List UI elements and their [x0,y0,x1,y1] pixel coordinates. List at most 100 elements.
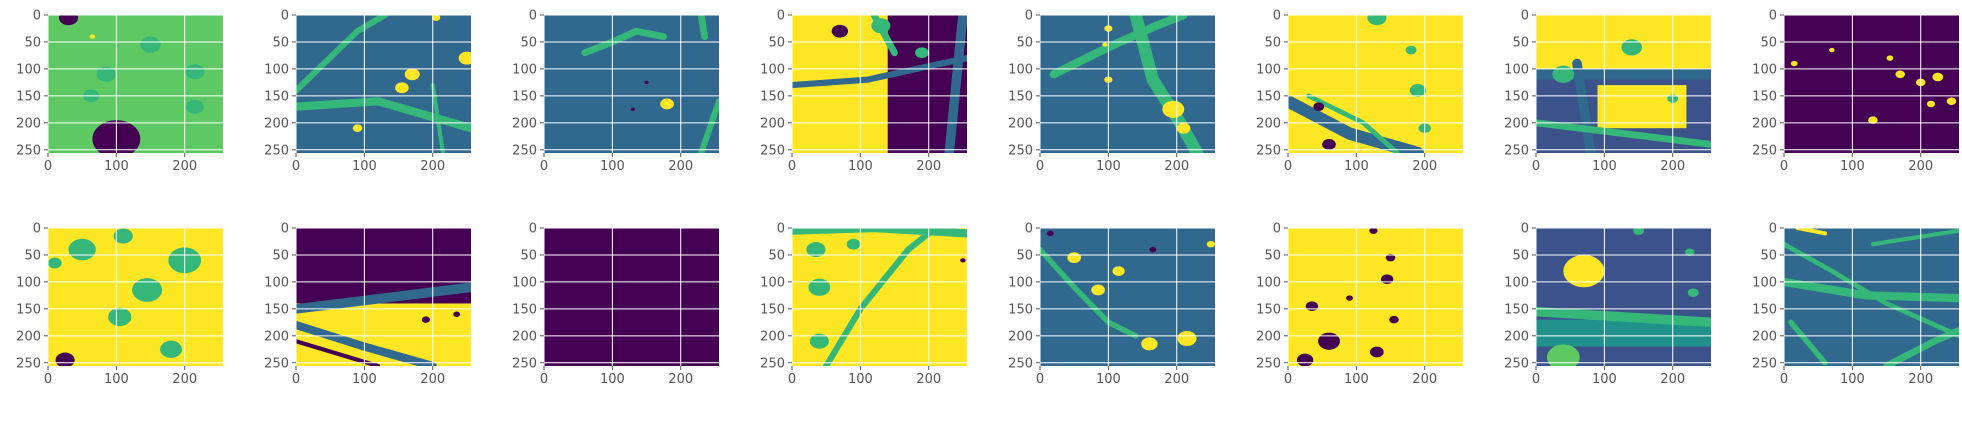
panel-3-background [544,15,719,153]
panel-8-ytick-label: 250 [1752,143,1777,158]
panel-5-ytick-label: 250 [1008,143,1033,158]
panel-3-xtick-label: 200 [668,159,693,174]
panel-5-ytick-label: 100 [1008,62,1033,77]
panel-14-region-7 [1385,253,1396,262]
panel-6-ytick-label: 200 [1256,116,1281,131]
panel-10-ytick-label: 250 [264,356,289,371]
panel-8-region-3 [1932,72,1944,82]
panel-15-xtick-label: 0 [1532,372,1540,387]
panel-16-xtick-label: 100 [1840,372,1865,387]
panel-5-ytick-label: 200 [1008,116,1033,131]
panel-14-region-3 [1305,301,1319,312]
panel-11-xtick-label: 0 [540,372,548,387]
panel-3-image [544,15,719,153]
panel-13-region-9 [1046,230,1054,237]
panel-11-ytick-label: 200 [512,329,537,344]
panel-8-region-1 [1895,70,1905,79]
panel-4-xtick-label: 200 [916,159,941,174]
panel-15-xtick-label: 200 [1660,372,1685,387]
panel-2-image [296,15,471,153]
panel-16-ytick-label: 100 [1752,275,1777,290]
panel-14-ytick-label: 100 [1256,275,1281,290]
panel-10-xtick-label: 0 [292,372,300,387]
panel-3-region-3 [698,98,719,153]
panel-13-region-6 [1141,337,1158,351]
panel-7-xtick-label: 100 [1592,159,1617,174]
panel-4: 0 100 200 0 50 100 150 200 250 [760,9,967,174]
panel-15-ytick-label: 100 [1504,275,1529,290]
panel-5-xtick-label: 0 [1036,159,1044,174]
panel-7-xtick-label: 0 [1532,159,1540,174]
panel-4-region-2 [792,55,967,89]
panel-16-ytick-label: 250 [1752,356,1777,371]
panel-1-region-1 [140,36,161,53]
panel-2: 0 100 200 0 50 100 150 200 250 [264,9,471,174]
panel-16-ytick-label: 50 [1760,248,1777,263]
panel-9-region-3 [132,278,163,302]
panel-2-ytick-label: 50 [272,35,289,50]
panel-2-xtick-label: 100 [352,159,377,174]
panel-7-region-5 [1536,119,1711,148]
panel-15-ytick-label: 150 [1504,302,1529,317]
panel-6-region-1 [1288,95,1425,153]
panel-12-region-6 [846,238,861,250]
panel-15-xtick-label: 100 [1592,372,1617,387]
panel-4-ytick-label: 50 [768,35,785,50]
panel-12-ytick-label: 50 [768,248,785,263]
panel-1-ytick-label: 50 [24,35,41,50]
panel-14-ytick-label: 200 [1256,329,1281,344]
panel-2-ytick-label: 0 [281,9,289,24]
panel-9-ytick-label: 50 [24,248,41,263]
panel-10-ytick-label: 150 [264,302,289,317]
panel-14-region-2 [1380,274,1394,285]
panel-8-region-7 [1886,55,1894,61]
panel-9-region-4 [108,307,132,327]
panel-1-xtick-label: 200 [172,159,197,174]
panel-14-ytick-label: 0 [1273,222,1281,237]
panel-4-xtick-label: 100 [848,159,873,174]
panel-14-region-6 [1389,315,1399,324]
panel-14-xtick-label: 200 [1412,372,1437,387]
panel-1-ytick-label: 0 [33,9,41,24]
panel-2-region-8 [432,15,441,21]
panel-1-region-3 [185,64,205,80]
panel-5-region-7 [1102,42,1108,47]
panel-16-region-4 [1883,326,1959,366]
panel-1-ytick-label: 200 [16,116,41,131]
panel-16-region-6 [1795,228,1828,236]
panel-2-region-4 [404,68,420,81]
panel-14-region-8 [1369,228,1378,234]
panel-13-image [1040,228,1215,366]
panel-14-xtick-label: 100 [1344,372,1369,387]
panel-15-region-4 [1546,344,1580,366]
panel-13-ytick-label: 200 [1008,329,1033,344]
panel-11-ytick-label: 50 [520,248,537,263]
panel-10-xtick-label: 100 [352,372,377,387]
panel-2-ytick-label: 250 [264,143,289,158]
panel-6-ytick-label: 150 [1256,89,1281,104]
panel-10-ytick-label: 100 [264,275,289,290]
panel-3-ytick-label: 150 [512,89,537,104]
panel-12-region-7 [960,258,966,263]
panel-8-xtick-label: 0 [1780,159,1788,174]
panel-11-xtick-label: 200 [668,372,693,387]
panel-6-region-3 [1367,15,1387,26]
panel-15-region-7 [1685,248,1695,257]
panel-8-ytick-label: 50 [1760,35,1777,50]
panel-9-ytick-label: 0 [33,222,41,237]
panel-7-region-6 [1621,39,1642,56]
panel-13-ytick-label: 50 [1016,248,1033,263]
panel-10-image [296,228,471,366]
panel-16-ytick-label: 200 [1752,329,1777,344]
panel-8: 0 100 200 0 50 100 150 200 250 [1752,9,1959,174]
panel-10: 0 100 200 0 50 100 150 200 250 [264,222,471,387]
panel-14-region-5 [1296,353,1314,366]
panel-6-region-4 [1409,84,1427,97]
panel-15-ytick-label: 200 [1504,329,1529,344]
panel-7-ytick-label: 100 [1504,62,1529,77]
panel-12-ytick-label: 200 [760,329,785,344]
panel-7-region-4 [1572,58,1596,153]
panel-16-xtick-label: 200 [1908,372,1933,387]
panel-9: 0 100 200 0 50 100 150 200 250 [16,222,223,387]
panel-3-ytick-label: 200 [512,116,537,131]
